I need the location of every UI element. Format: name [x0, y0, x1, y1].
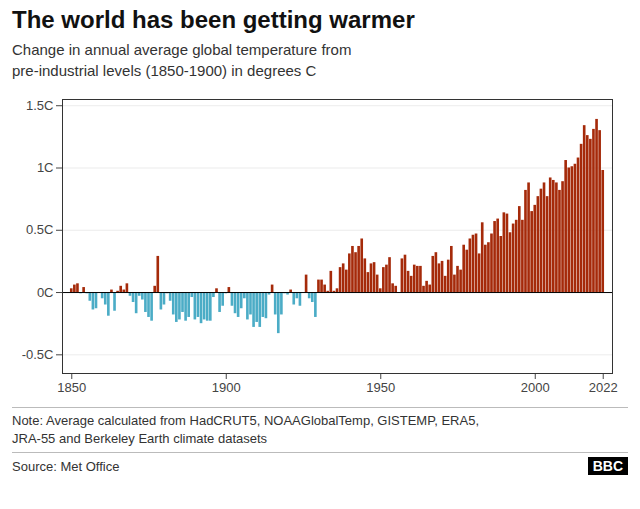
svg-text:1900: 1900 [212, 380, 241, 395]
html-text:BBC: BBC [592, 458, 623, 475]
svg-text:1.5C: 1.5C [26, 98, 53, 113]
svg-text:1850: 1850 [57, 380, 86, 395]
svg-text:0.5C: 0.5C [26, 222, 53, 237]
html-text:Source: Met Office: Source: Met Office [12, 458, 120, 474]
svg-text:1950: 1950 [366, 380, 395, 395]
svg-text:2000: 2000 [521, 380, 550, 395]
html-text:The world has been getting war: The world has been getting warmer [12, 6, 415, 33]
svg-text:-0.5C: -0.5C [22, 347, 54, 362]
html-text:Note: Average calculated from: Note: Average calculated from HadCRUT5, … [12, 412, 479, 446]
svg-text:1C: 1C [37, 160, 54, 175]
svg-text:2022: 2022 [589, 380, 618, 395]
html-text:Change in annual average globa: Change in annual average global temperat… [12, 40, 352, 79]
svg-text:0C: 0C [37, 285, 54, 300]
